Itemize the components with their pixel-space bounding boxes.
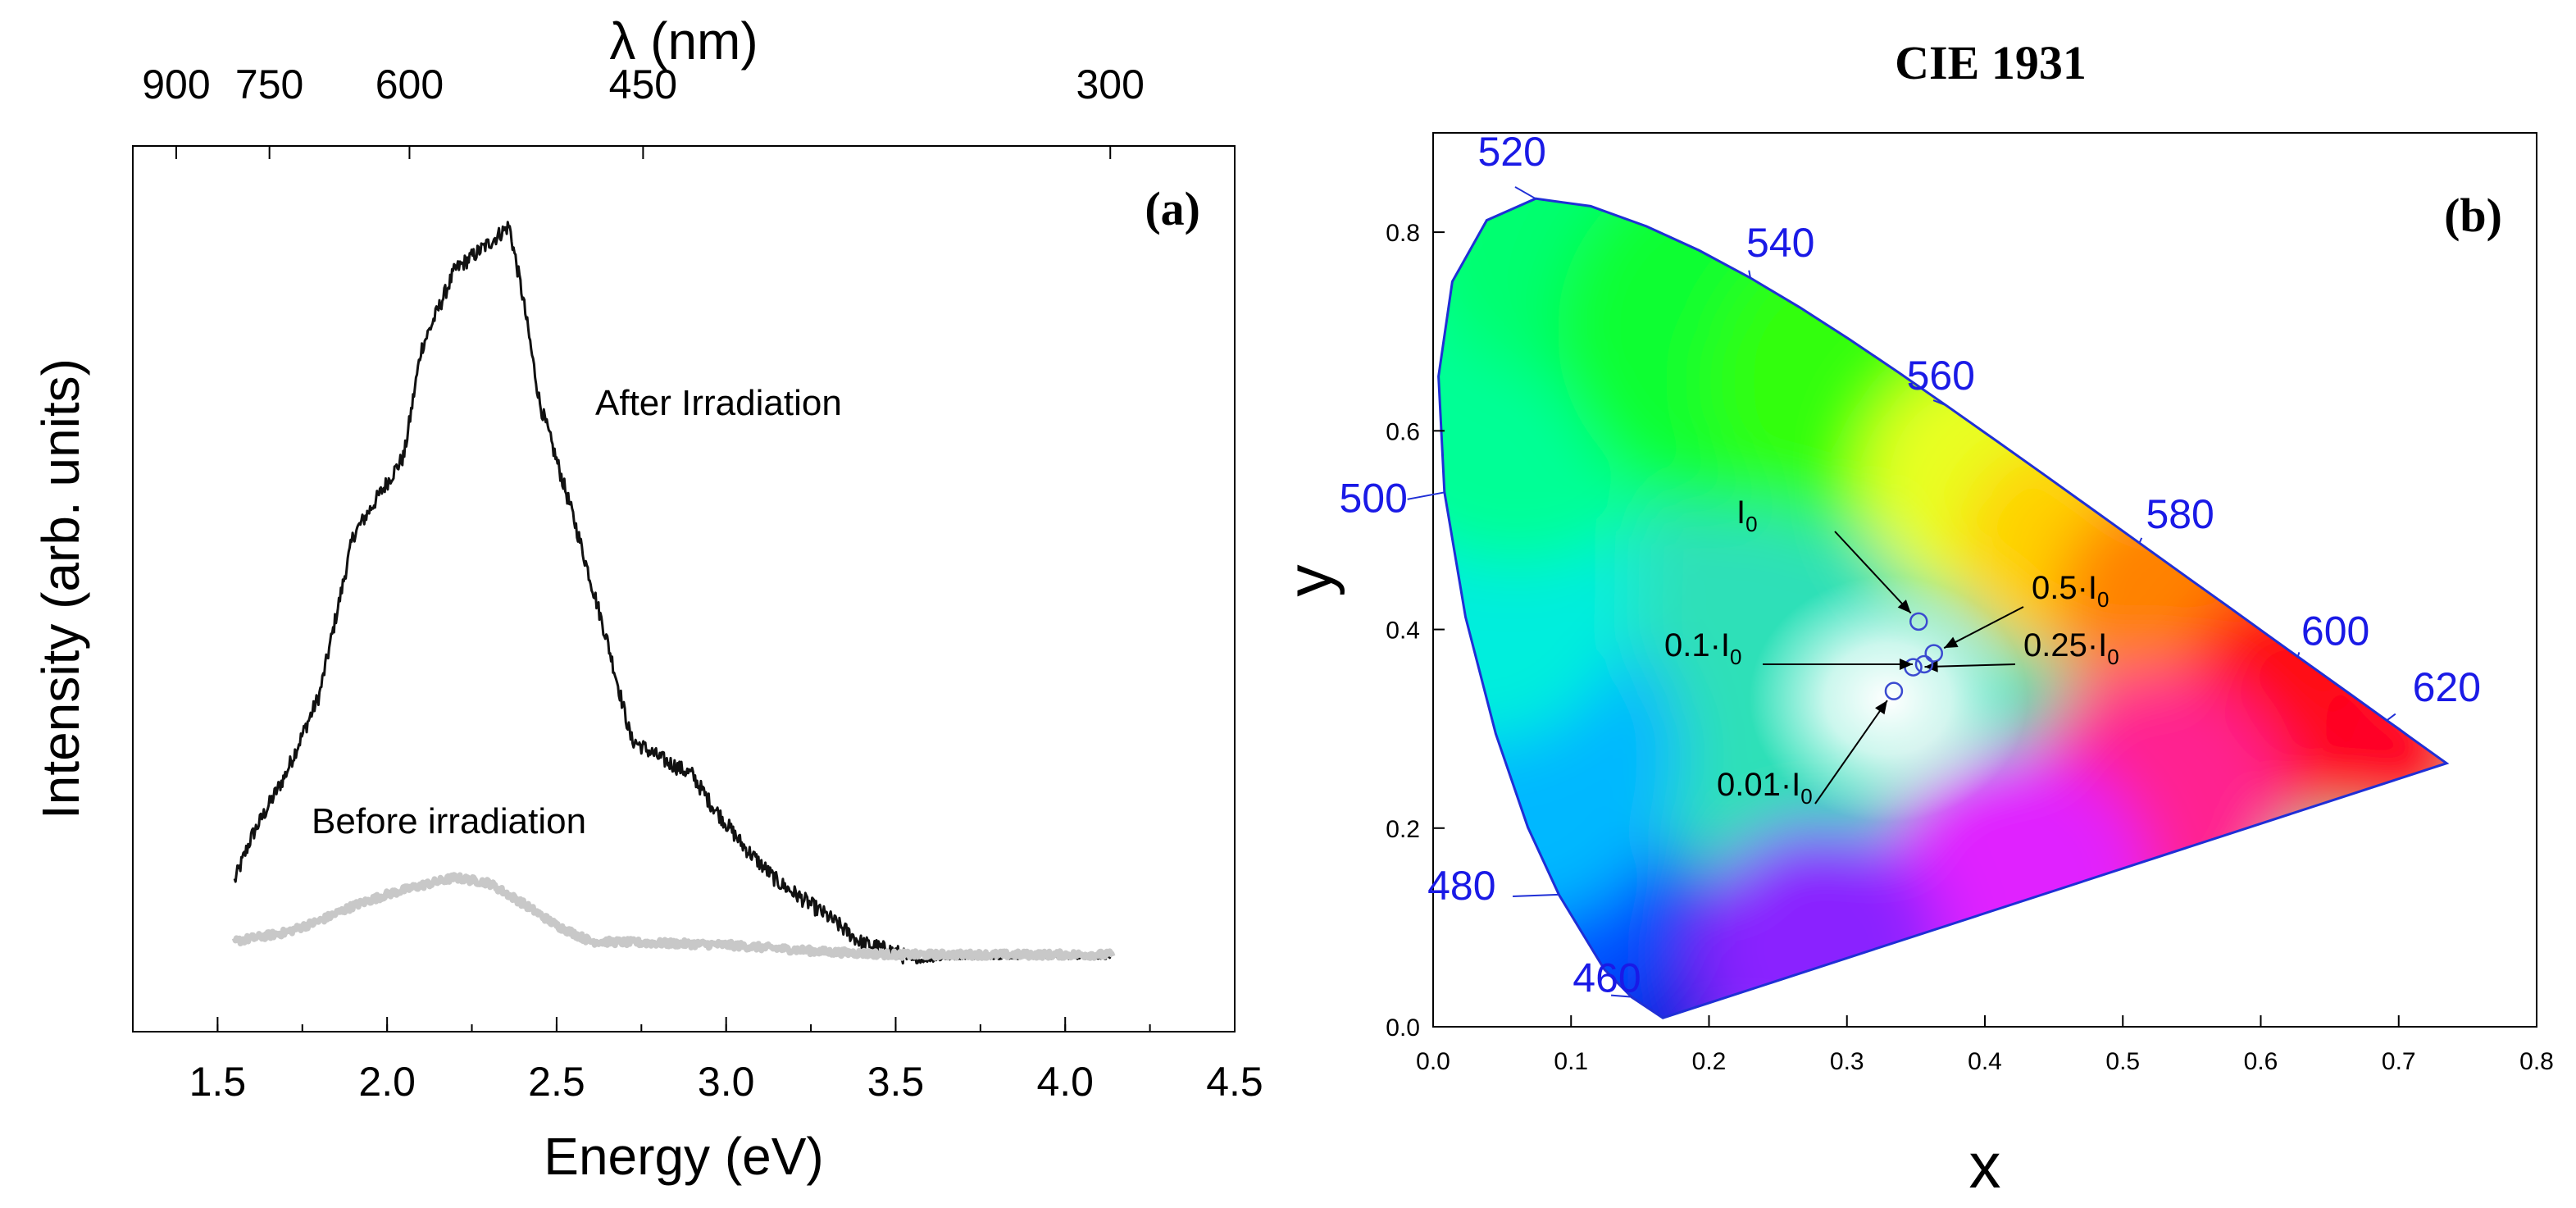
y-tick-label: 0.0 bbox=[1386, 1014, 1420, 1042]
after-irradiation-line bbox=[233, 221, 1114, 965]
y-tick-label: 0.4 bbox=[1386, 618, 1420, 645]
before-irradiation-label: Before irradiation bbox=[312, 801, 586, 841]
wavelength-label: 560 bbox=[1907, 353, 1975, 399]
x-tick-label: 0.0 bbox=[1416, 1048, 1450, 1075]
panel-b-label: (b) bbox=[2444, 189, 2502, 242]
panel-a-x-axis-title: Energy (eV) bbox=[544, 1127, 823, 1186]
chromaticity-points: I00.5·I00.25·I00.1·I00.01·I0 bbox=[1664, 495, 2119, 809]
point-label-subscript: 0 bbox=[2107, 645, 2119, 669]
x-tick-label: 2.0 bbox=[358, 1059, 416, 1105]
panel-a-spectrum: 1.5 2.0 2.5 3.0 3.5 4.0 4.5 900 750 600 450 300 (a… bbox=[31, 11, 1263, 1186]
annotation-arrow bbox=[1814, 700, 1888, 805]
top-tick-label: 300 bbox=[1076, 62, 1145, 107]
x-tick-label: 4.0 bbox=[1036, 1059, 1094, 1105]
wavelength-label: 480 bbox=[1427, 863, 1495, 909]
annotation-arrow bbox=[1943, 606, 2024, 650]
top-tick-label: 600 bbox=[375, 62, 444, 107]
wavelength-labels: 460 480 500 520 540 560 580 600 620 bbox=[1339, 129, 2481, 1001]
wavelength-tick bbox=[1748, 270, 1751, 279]
x-tick-label: 0.4 bbox=[1968, 1048, 2002, 1075]
chromaticity-point bbox=[1924, 644, 1943, 663]
point-label-subscript: 0 bbox=[1745, 512, 1757, 536]
annotation-arrowhead bbox=[1897, 599, 1911, 613]
wavelength-tick bbox=[1610, 994, 1632, 998]
point-label-subscript: 0 bbox=[2097, 587, 2109, 612]
x-tick-label: 3.0 bbox=[698, 1059, 755, 1105]
point-label: 0.01·I0 bbox=[1717, 767, 1813, 809]
annotation-arrowhead bbox=[1875, 700, 1887, 715]
cie-color-gamut-fill bbox=[1438, 198, 2447, 1019]
annotation-arrow bbox=[1924, 663, 2016, 668]
x-tick-label: 0.7 bbox=[2382, 1048, 2416, 1075]
panel-a-x-axis: 1.5 2.0 2.5 3.0 3.5 4.0 4.5 bbox=[132, 1017, 1263, 1105]
wavelength-label: 460 bbox=[1572, 955, 1641, 1001]
x-tick-label: 4.5 bbox=[1206, 1059, 1263, 1105]
panel-a-series bbox=[231, 221, 1116, 965]
wavelength-tick bbox=[2138, 537, 2143, 544]
wavelength-label: 620 bbox=[2413, 664, 2481, 710]
panel-b-x-axis: 0.0 0.1 0.2 0.3 0.4 0.5 0.6 0.7 0.8 bbox=[1416, 1015, 2554, 1075]
panel-b-y-axis-title: y bbox=[1273, 565, 1345, 597]
wavelength-label: 520 bbox=[1478, 129, 1546, 175]
wavelength-tick bbox=[2386, 713, 2396, 722]
x-tick-label: 0.3 bbox=[1830, 1048, 1864, 1075]
wavelength-tick bbox=[1932, 399, 1948, 407]
panel-b-y-axis: 0.0 0.2 0.4 0.6 0.8 bbox=[1386, 220, 1445, 1042]
wavelength-tick bbox=[1514, 186, 1536, 199]
x-tick-label: 0.1 bbox=[1554, 1048, 1588, 1075]
spectral-locus-outline bbox=[1437, 197, 2450, 1019]
panel-a-label: (a) bbox=[1145, 182, 1200, 235]
top-tick-label: 900 bbox=[142, 62, 210, 107]
point-label-subscript: 0 bbox=[1800, 784, 1812, 809]
chromaticity-point bbox=[1909, 612, 1928, 631]
y-tick-label: 0.2 bbox=[1386, 816, 1420, 843]
point-label: 0.25·I0 bbox=[2023, 627, 2119, 669]
wavelength-label: 500 bbox=[1339, 475, 1407, 521]
wavelength-label: 540 bbox=[1746, 220, 1814, 266]
panel-b-x-axis-title: x bbox=[1969, 1129, 2001, 1201]
top-tick-label: 750 bbox=[235, 62, 303, 107]
wavelength-tick bbox=[1513, 893, 1559, 898]
panel-a-top-axis: 900 750 600 450 300 bbox=[142, 62, 1145, 159]
after-irradiation-label: After Irradiation bbox=[595, 383, 842, 423]
panel-a-plot-frame bbox=[132, 145, 1236, 1032]
y-tick-label: 0.8 bbox=[1386, 220, 1420, 247]
chromaticity-point bbox=[1914, 654, 1934, 674]
wavelength-label: 580 bbox=[2146, 491, 2214, 537]
x-tick-label: 3.5 bbox=[867, 1059, 925, 1105]
y-tick-label: 0.6 bbox=[1386, 418, 1420, 445]
panel-a-y-axis-title: Intensity (arb. units) bbox=[31, 358, 90, 819]
x-tick-label: 0.6 bbox=[2244, 1048, 2278, 1075]
panel-a-top-axis-title: λ (nm) bbox=[609, 11, 758, 71]
point-label: 0.1·I0 bbox=[1664, 627, 1742, 669]
top-tick-label: 450 bbox=[609, 62, 677, 107]
white-point-glow bbox=[1749, 576, 2028, 823]
wavelength-tick bbox=[1407, 491, 1445, 500]
panel-b-cie-diagram: 0.0 0.1 0.2 0.3 0.4 0.5 0.6 0.7 0.8 0.0 0.2 0.4 0.6… bbox=[1273, 36, 2554, 1201]
point-label-subscript: 0 bbox=[1730, 645, 1741, 669]
wavelength-label: 600 bbox=[2301, 608, 2369, 654]
x-tick-label: 0.8 bbox=[2519, 1048, 2554, 1075]
wavelength-tick bbox=[2296, 652, 2301, 657]
before-irradiation-line bbox=[231, 872, 1116, 961]
x-tick-label: 0.5 bbox=[2105, 1048, 2140, 1075]
x-tick-label: 1.5 bbox=[189, 1059, 247, 1105]
annotation-arrowhead bbox=[1944, 636, 1959, 649]
annotation-arrowhead bbox=[1899, 658, 1913, 670]
chromaticity-point bbox=[1884, 681, 1904, 700]
x-tick-label: 0.2 bbox=[1692, 1048, 1727, 1075]
gamut-color-blob bbox=[1695, 823, 1944, 1019]
x-tick-label: 2.5 bbox=[528, 1059, 585, 1105]
annotation-arrow bbox=[1834, 531, 1912, 614]
panel-b-title: CIE 1931 bbox=[1895, 36, 2087, 89]
point-label: 0.5·I0 bbox=[2032, 570, 2109, 612]
